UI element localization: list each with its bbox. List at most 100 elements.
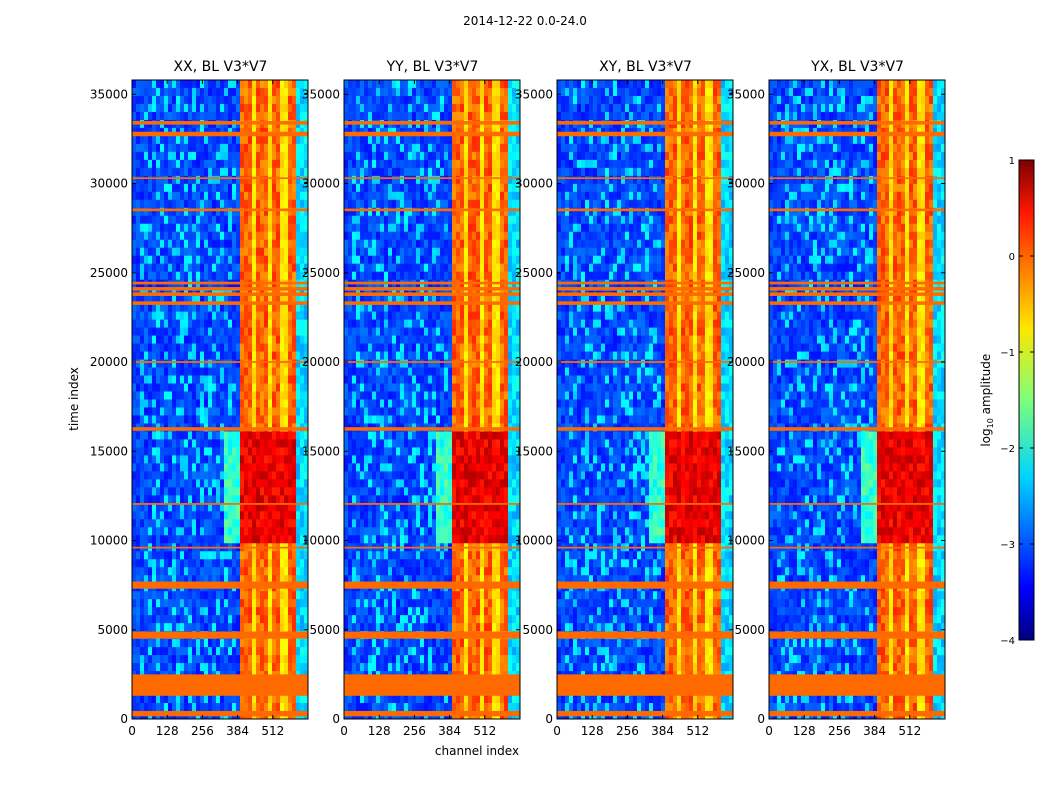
heatmap-cell [344,463,349,472]
heatmap-cell [264,159,269,169]
heatmap-cell [344,639,349,648]
heatmap-cell [300,455,305,464]
heatmap-cell [272,271,277,281]
heatmap-cell [356,335,361,344]
heatmap-cell [240,407,245,416]
heatmap-cell [160,703,165,712]
heatmap-cell [132,311,137,320]
heatmap-cell [360,599,365,608]
heatmap-cell [164,703,169,712]
heatmap-cell [304,359,309,368]
heatmap-cell [348,143,353,153]
heatmap-cell [244,383,249,392]
heatmap-cell [140,207,145,217]
heatmap-cell [348,567,353,576]
heatmap-cell [404,439,409,448]
heatmap-cell [372,367,377,376]
heatmap-cell [192,367,197,376]
heatmap-cell [224,407,229,416]
heatmap-cell [380,447,385,456]
heatmap-cell [188,623,193,632]
heatmap-cell [164,527,169,536]
heatmap-cell [224,247,229,257]
heatmap-cell [360,271,365,281]
heatmap-cell [220,647,225,656]
heatmap-cell [380,255,385,265]
heatmap-cell [240,335,245,344]
heatmap-cell [208,335,213,344]
heatmap-cell [360,655,365,664]
heatmap-cell [276,175,281,185]
heatmap-cell [144,703,149,712]
heatmap-cell [208,231,213,241]
heatmap-cell [256,319,261,328]
heatmap-cell [412,431,417,440]
heatmap-cell [268,175,273,185]
heatmap-cell [404,215,409,225]
heatmap-cell [168,111,173,121]
heatmap-cell [284,551,289,560]
heatmap-cell [216,135,221,145]
heatmap-cell [276,231,281,241]
heatmap-cell [384,383,389,392]
heatmap-cell [140,519,145,528]
heatmap-cell [276,407,281,416]
heatmap-cell [224,327,229,336]
heatmap-cell [380,527,385,536]
heatmap-cell [360,511,365,520]
heatmap-cell [152,519,157,528]
heatmap-cell [400,367,405,376]
heatmap-cell [248,335,253,344]
heatmap-cell [372,535,377,544]
heatmap-cell [160,335,165,344]
heatmap-cell [300,287,305,297]
heatmap-cell [264,399,269,408]
heatmap-cell [296,415,301,424]
heatmap-cell [380,415,385,424]
heatmap-cell [284,223,289,233]
heatmap-cell [392,455,397,464]
heatmap-cell [372,80,377,89]
panel-2-title: YY, BL V3*V7 [386,59,479,75]
heatmap-cell [252,263,257,273]
heatmap-cell [412,463,417,472]
heatmap-cell [188,431,193,440]
heatmap-cell [192,591,197,600]
heatmap-cell [248,607,253,616]
heatmap-cell [248,575,253,584]
heatmap-cell [372,655,377,664]
heatmap-cell [220,575,225,584]
heatmap-cell [304,535,309,544]
heatmap-cell [408,391,413,400]
heatmap-cell [148,359,153,368]
heatmap-cell [276,303,281,312]
heatmap-cell [364,215,369,225]
heatmap-cell [344,367,349,376]
heatmap-cell [184,303,189,312]
heatmap-cell [188,199,193,209]
heatmap-cell [352,511,357,520]
heatmap-cell [160,591,165,600]
heatmap-cell [216,703,221,712]
heatmap-cell [368,103,373,113]
heatmap-cell [236,151,241,161]
heatmap-cell [208,663,213,672]
heatmap-cell [300,567,305,576]
heatmap-cell [244,95,249,105]
heatmap-cell [228,615,233,624]
heatmap-cell [216,103,221,113]
heatmap-cell [404,391,409,400]
heatmap-cell [148,271,153,281]
heatmap-cell [148,319,153,328]
heatmap-cell [360,287,365,297]
heatmap-cell [140,399,145,408]
heatmap-cell [172,335,177,344]
heatmap-cell [376,391,381,400]
heatmap-cell [216,591,221,600]
heatmap-cell [400,391,405,400]
heatmap-cell [216,87,221,97]
heatmap-cell [224,151,229,161]
heatmap-cell [232,663,237,672]
heatmap-cell [144,455,149,464]
heatmap-cell [364,463,369,472]
